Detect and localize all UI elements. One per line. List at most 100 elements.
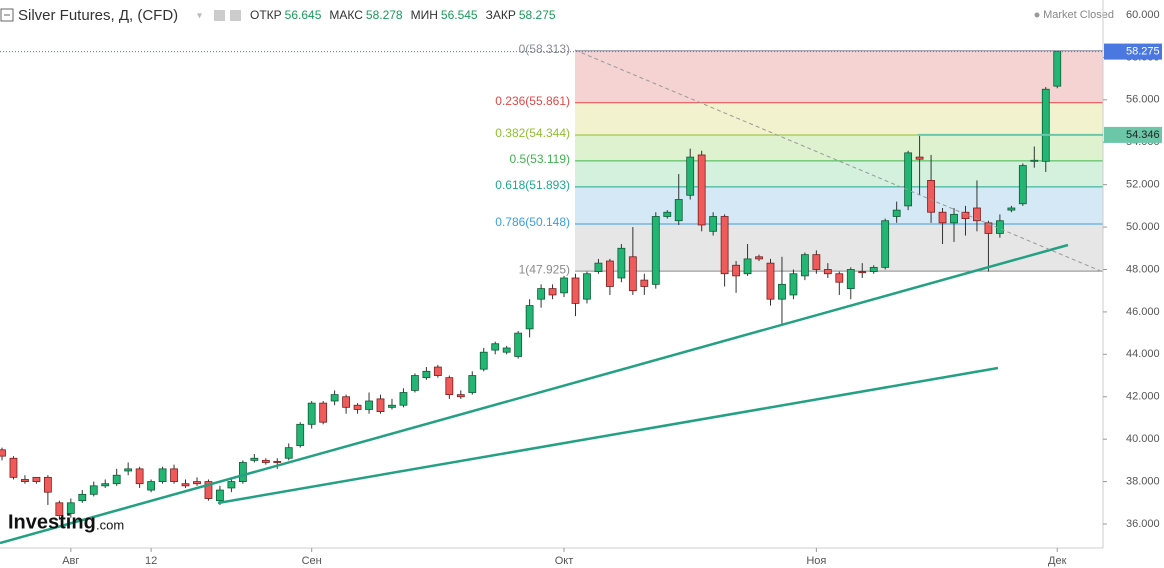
price-tag (1104, 126, 1162, 143)
x-tick-label: Авг (62, 555, 79, 567)
candle-body (1030, 159, 1039, 162)
candle-body (606, 260, 614, 287)
collapse-icon[interactable] (0, 8, 14, 22)
fib-band (575, 186, 1103, 224)
trend-line (0, 243, 1069, 545)
candle-body (640, 279, 649, 287)
candle-body (915, 156, 924, 160)
candle-body (709, 216, 718, 232)
candle-body (319, 402, 328, 423)
candle-body (789, 273, 798, 296)
candle-body (124, 468, 133, 472)
candle-body (411, 375, 419, 391)
candle-body (560, 277, 568, 294)
candle-body (525, 305, 534, 330)
candle-body (869, 266, 878, 273)
candle-body (101, 483, 110, 487)
stat-label: ОТКР (250, 8, 282, 22)
candle-body (766, 262, 775, 300)
candle-body (674, 199, 683, 222)
candle-body (950, 213, 958, 224)
x-tick-label: Сен (302, 555, 322, 567)
candle-body (697, 154, 706, 226)
candle-body (514, 332, 523, 357)
candle-body (720, 216, 729, 275)
candle-body (32, 476, 41, 482)
candle-body (892, 209, 901, 217)
candle-body (307, 402, 316, 425)
candle-body (502, 347, 511, 353)
fib-level-label: 0(58.313) (519, 42, 570, 56)
stat-label: ЗАКР (486, 8, 516, 22)
candle-body (858, 271, 867, 274)
price-tag-label: 54.346 (1126, 129, 1160, 141)
x-tick-label: Дек (1048, 555, 1067, 567)
candle-body (468, 375, 477, 393)
plot-area: 0(58.313) 0.236(55.861) 0.382(54.344) 0.5(5… (0, 42, 1103, 520)
candle-body (583, 273, 591, 300)
logo-main: Investing (8, 511, 96, 533)
candle-body (663, 211, 672, 217)
trend-line (217, 366, 999, 505)
candle-body (812, 254, 821, 270)
candle-body (1041, 88, 1050, 162)
candle-body (250, 457, 259, 461)
candle-body (1053, 51, 1062, 87)
candle-body (261, 459, 270, 463)
candle-body (204, 481, 213, 499)
candle-body (1018, 165, 1027, 205)
candle-body (732, 264, 740, 277)
fib-level-label: 0.236(55.861) (495, 94, 570, 108)
candle-body (0, 449, 6, 457)
price-tag (1104, 43, 1162, 60)
candle-body (835, 273, 844, 283)
x-tick-label: Ноя (806, 555, 826, 567)
y-tick-label: 38.000 (1126, 475, 1160, 487)
candle-body (594, 262, 603, 273)
stat-value: 56.545 (441, 8, 478, 22)
y-tick-label: 36.000 (1126, 518, 1160, 530)
y-tick-label: 52.000 (1126, 179, 1160, 191)
candle-body (617, 247, 626, 279)
candle-body (881, 220, 890, 268)
candle-body (433, 366, 442, 376)
candle-body (778, 283, 786, 300)
candle-body (445, 377, 454, 396)
y-tick-label: 40.000 (1126, 433, 1160, 445)
y-tick-label: 60.000 (1126, 9, 1160, 21)
candle-body (21, 479, 29, 482)
fib-trend-line (574, 49, 1104, 273)
candle-body (491, 343, 500, 351)
candle-body (181, 483, 190, 487)
fib-level-label: 0.382(54.344) (495, 126, 570, 140)
candle-body (342, 396, 351, 408)
y-tick-label: 44.000 (1126, 348, 1160, 360)
dropdown-arrow[interactable]: ▾ (197, 11, 202, 22)
stat-label: МИН (411, 8, 438, 22)
fib-band (575, 50, 1103, 103)
logo-suffix: .com (96, 517, 124, 532)
candle-body (330, 394, 339, 402)
candle-body (479, 351, 488, 370)
stat-value: 56.645 (285, 8, 322, 22)
fib-band (575, 134, 1103, 161)
candle-body (651, 216, 660, 285)
candle-body (365, 400, 373, 410)
candle-body (388, 404, 396, 408)
candle-body (938, 211, 947, 224)
candle-body (755, 256, 763, 260)
candle-body (238, 462, 247, 482)
candle-body (55, 502, 64, 516)
fib-level-label: 1(47.925) (519, 262, 570, 276)
close-icon[interactable] (230, 10, 241, 21)
fib-band (575, 160, 1103, 187)
settings-icon[interactable] (214, 10, 225, 21)
candle-body (399, 392, 408, 406)
status-dot (1034, 12, 1040, 18)
fib-band (575, 102, 1103, 135)
candle-body (973, 207, 981, 222)
candle-body (571, 277, 580, 304)
candle-body (43, 476, 52, 493)
stat-label: МАКС (329, 8, 363, 22)
candle-body (456, 394, 465, 398)
